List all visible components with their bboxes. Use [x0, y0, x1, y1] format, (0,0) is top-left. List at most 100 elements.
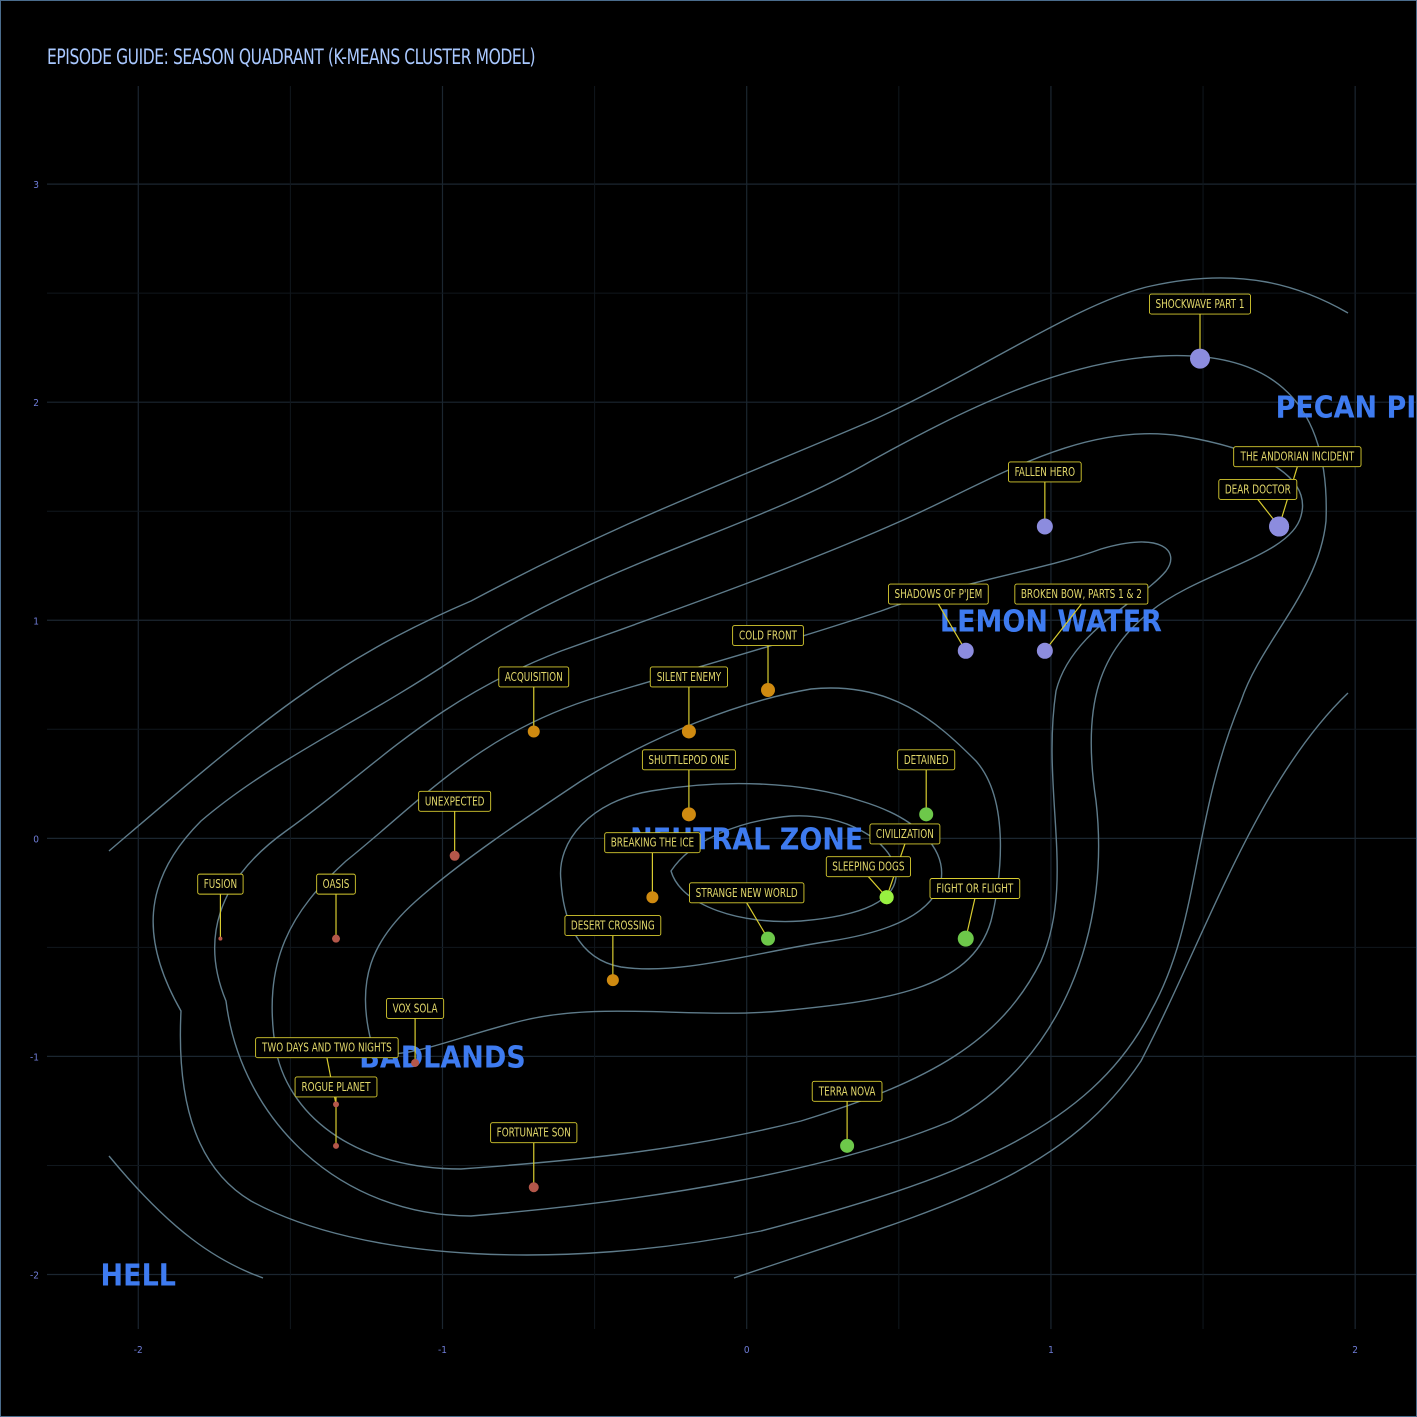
episode-label-text: SHUTTLEPOD ONE	[648, 753, 729, 767]
episode-label-box	[1014, 583, 1149, 605]
density-contour	[733, 692, 1349, 1279]
episode-label-text: COLD FRONT	[739, 629, 798, 643]
episode-label-text: UNEXPECTED	[425, 794, 485, 808]
episode-label: FORTUNATE SON	[490, 1122, 578, 1144]
x-tick-label: 1	[1048, 1345, 1054, 1356]
episode-label-text: VOX SOLA	[393, 1002, 438, 1016]
y-tick-label: -1	[30, 1052, 39, 1063]
episode-label-text: FORTUNATE SON	[497, 1126, 571, 1140]
episode-label-box	[564, 915, 662, 937]
episode-point	[1036, 642, 1053, 659]
episode-label-box	[929, 878, 1021, 899]
y-tick-label: 1	[33, 616, 39, 627]
density-contour	[108, 1155, 264, 1279]
chart-title: EPISODE GUIDE: SEASON QUADRANT (K-MEANS …	[47, 45, 536, 69]
episode-point	[957, 930, 974, 947]
label-leader-line	[1044, 603, 1082, 652]
episode-point	[681, 724, 696, 739]
episode-label-text: DESERT CROSSING	[571, 919, 655, 933]
episode-label-box	[255, 1037, 399, 1059]
episode-label-text: SLEEPING DOGS	[832, 860, 904, 874]
episode-point	[449, 850, 460, 861]
episode-label: THE ANDORIAN INCIDENT	[1233, 446, 1362, 468]
episode-point	[957, 642, 974, 659]
episode-label-text: BROKEN BOW, PARTS 1 & 2	[1021, 587, 1142, 601]
episode-label: DEAR DOCTOR	[1218, 478, 1298, 500]
episode-label-text: OASIS	[323, 877, 350, 891]
y-tick-label: 3	[33, 180, 39, 191]
episode-point	[332, 934, 341, 943]
episode-label: TERRA NOVA	[811, 1080, 883, 1102]
episode-label: DESERT CROSSING	[564, 915, 662, 937]
episode-label-text: FUSION	[204, 877, 237, 891]
episode-label-box	[498, 666, 570, 688]
episode-label: COLD FRONT	[732, 625, 804, 646]
episode-label-text: DEAR DOCTOR	[1225, 482, 1291, 496]
episode-label-box	[888, 583, 989, 605]
episode-label-box	[1008, 461, 1082, 483]
density-contour	[271, 541, 1172, 1170]
x-tick-label: -2	[134, 1345, 143, 1356]
episode-label-box	[897, 749, 956, 771]
episode-label: ACQUISITION	[498, 666, 570, 688]
density-contour	[364, 687, 1002, 1055]
density-contour	[152, 354, 1327, 1256]
density-contours	[108, 277, 1349, 1279]
episode-label: SLEEPING DOGS	[825, 856, 911, 878]
episode-label-box	[811, 1080, 883, 1102]
episode-point	[761, 683, 776, 698]
episode-label: BROKEN BOW, PARTS 1 & 2	[1014, 583, 1149, 605]
episode-label: SHADOWS OF P'JEM	[888, 583, 989, 605]
episode-label-box	[418, 790, 492, 812]
episode-label-text: ACQUISITION	[505, 670, 563, 684]
episode-label-text: STRANGE NEW WORLD	[696, 886, 798, 900]
episode-label-text: TERRA NOVA	[818, 1084, 876, 1098]
episode-point	[218, 936, 223, 941]
x-tick-label: 2	[1352, 1345, 1358, 1356]
episode-label: UNEXPECTED	[418, 790, 492, 812]
episode-point	[528, 1182, 539, 1193]
episode-point	[527, 725, 540, 738]
episode-label: DETAINED	[897, 749, 956, 771]
episode-point	[919, 807, 934, 822]
episode-label-box	[689, 882, 805, 904]
density-contour	[108, 277, 1349, 852]
episode-label-box	[1218, 478, 1298, 500]
grid	[47, 86, 1416, 1329]
episode-label-text: FIGHT OR FLIGHT	[936, 882, 1014, 896]
episode-point	[1036, 518, 1053, 535]
episode-label: SILENT ENEMY	[649, 666, 729, 688]
episode-label: OASIS	[316, 873, 356, 895]
episode-label-text: BREAKING THE ICE	[611, 836, 694, 850]
episode-point	[1190, 348, 1211, 369]
episode-label-box	[649, 666, 729, 688]
label-leader-line	[937, 603, 967, 652]
episode-point	[333, 1101, 340, 1108]
episode-label-text: THE ANDORIAN INCIDENT	[1240, 450, 1355, 464]
episode-label: BREAKING THE ICE	[604, 832, 701, 854]
episode-label-text: SHOCKWAVE PART 1	[1156, 297, 1245, 311]
episode-label: CIVILIZATION	[869, 823, 941, 845]
episode-point	[606, 974, 619, 987]
y-tick-label: 0	[33, 834, 39, 845]
episode-point	[761, 931, 776, 946]
episode-point	[411, 1058, 420, 1067]
episode-label-box	[316, 873, 356, 895]
x-tick-label: 0	[744, 1345, 750, 1356]
episode-label: FALLEN HERO	[1008, 461, 1082, 483]
episode-label: SHUTTLEPOD ONE	[641, 749, 736, 771]
episode-label-box	[1149, 293, 1251, 315]
episode-label-text: ROGUE PLANET	[302, 1080, 372, 1094]
x-tick-label: -1	[438, 1345, 447, 1356]
episode-label-box	[604, 832, 701, 854]
y-tick-label: -2	[30, 1270, 39, 1281]
episode-labels: SHOCKWAVE PART 1 THE ANDORIAN INCIDENT DEA…	[197, 293, 1362, 1144]
episode-label-box	[386, 997, 445, 1019]
episode-points	[218, 348, 1290, 1193]
episode-point	[1269, 516, 1290, 537]
episode-point	[840, 1138, 855, 1153]
region-label: HELL	[101, 1258, 176, 1293]
episode-label-box	[732, 625, 804, 646]
episode-label-box	[1233, 446, 1362, 468]
